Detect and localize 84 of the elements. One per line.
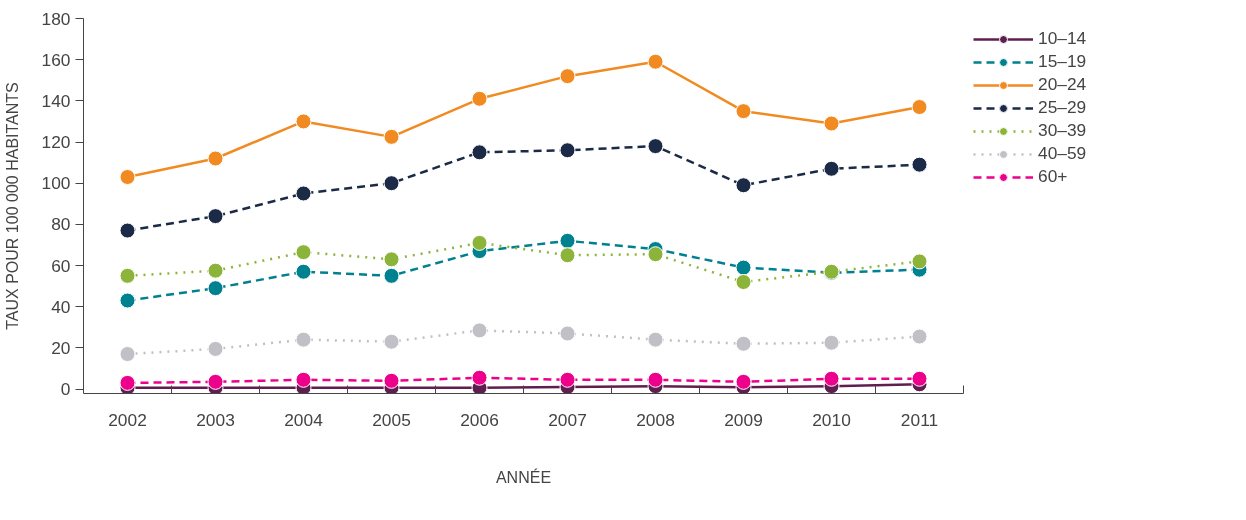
legend-label: 60+: [1038, 166, 1068, 187]
point: [119, 374, 136, 391]
x-tick-label: 2007: [548, 409, 587, 430]
y-tick-label: 100: [41, 173, 71, 194]
point: [119, 169, 136, 185]
point: [735, 274, 752, 290]
point: [295, 371, 312, 388]
point: [207, 150, 224, 167]
point: [647, 331, 664, 348]
y-tick-label: 180: [41, 8, 71, 29]
point: [119, 292, 136, 309]
x-tick-label: 2004: [284, 409, 324, 430]
y-axis-title: TAUX POUR 100 000 HABITANTS: [3, 82, 21, 330]
point: [207, 340, 224, 357]
x-tick-label: 2005: [372, 409, 411, 430]
point: [295, 185, 312, 202]
point: [119, 222, 136, 239]
x-tick-label: 2008: [636, 409, 675, 430]
point: [295, 244, 312, 261]
legend-label: 10–14: [1038, 28, 1087, 49]
point: [207, 262, 224, 279]
point: [823, 370, 840, 387]
point: [383, 333, 400, 350]
point: [911, 99, 928, 116]
point: [559, 325, 576, 342]
x-tick-label: 2006: [460, 409, 499, 430]
x-tick-label: 2003: [196, 409, 235, 430]
y-tick-label: 80: [51, 214, 71, 235]
point: [383, 128, 400, 145]
point: [383, 175, 400, 192]
y-tick-label: 140: [41, 90, 71, 111]
point: [383, 267, 400, 284]
point: [207, 373, 224, 390]
point: [911, 370, 928, 387]
point: [735, 373, 752, 390]
point: [119, 346, 136, 363]
point: [735, 335, 752, 352]
y-tick-label: 40: [51, 296, 71, 317]
y-tick-label: 160: [41, 49, 71, 70]
point: [911, 156, 928, 173]
point: [471, 234, 488, 251]
legend-label: 15–19: [1038, 51, 1087, 72]
point: [559, 232, 576, 249]
point: [911, 328, 928, 345]
point: [471, 322, 488, 339]
point: [647, 371, 664, 388]
y-tick-label: 120: [41, 132, 71, 153]
point: [735, 177, 752, 194]
y-tick-label: 20: [51, 337, 71, 358]
y-tick-label: 60: [51, 255, 71, 276]
x-tick-label: 2002: [108, 409, 147, 430]
point: [823, 334, 840, 351]
point: [735, 103, 752, 120]
legend-label: 40–59: [1038, 143, 1087, 164]
point: [559, 371, 576, 388]
x-tick-label: 2011: [900, 409, 939, 430]
point: [383, 251, 400, 268]
point: [559, 142, 576, 159]
point: [471, 90, 488, 107]
point: [383, 372, 400, 389]
point: [735, 259, 752, 276]
point: [559, 68, 576, 85]
point: [647, 53, 664, 70]
point: [823, 115, 840, 132]
y-tick-label: 0: [60, 379, 71, 400]
point: [647, 246, 664, 263]
x-tick-label: 2009: [724, 409, 763, 430]
x-axis-title: ANNÉE: [495, 467, 552, 486]
point: [471, 144, 488, 161]
point: [823, 160, 840, 177]
point: [207, 280, 224, 297]
legend-label: 30–39: [1038, 120, 1087, 141]
legend-label: 20–24: [1038, 74, 1087, 95]
point: [911, 253, 928, 270]
x-tick-label: 2010: [812, 409, 851, 430]
point: [119, 267, 136, 284]
point: [207, 208, 224, 225]
point: [647, 138, 664, 155]
point: [295, 331, 312, 348]
point: [295, 113, 312, 130]
point: [295, 263, 312, 280]
point: [471, 369, 488, 386]
legend-label: 25–29: [1038, 97, 1087, 118]
point: [559, 247, 576, 264]
